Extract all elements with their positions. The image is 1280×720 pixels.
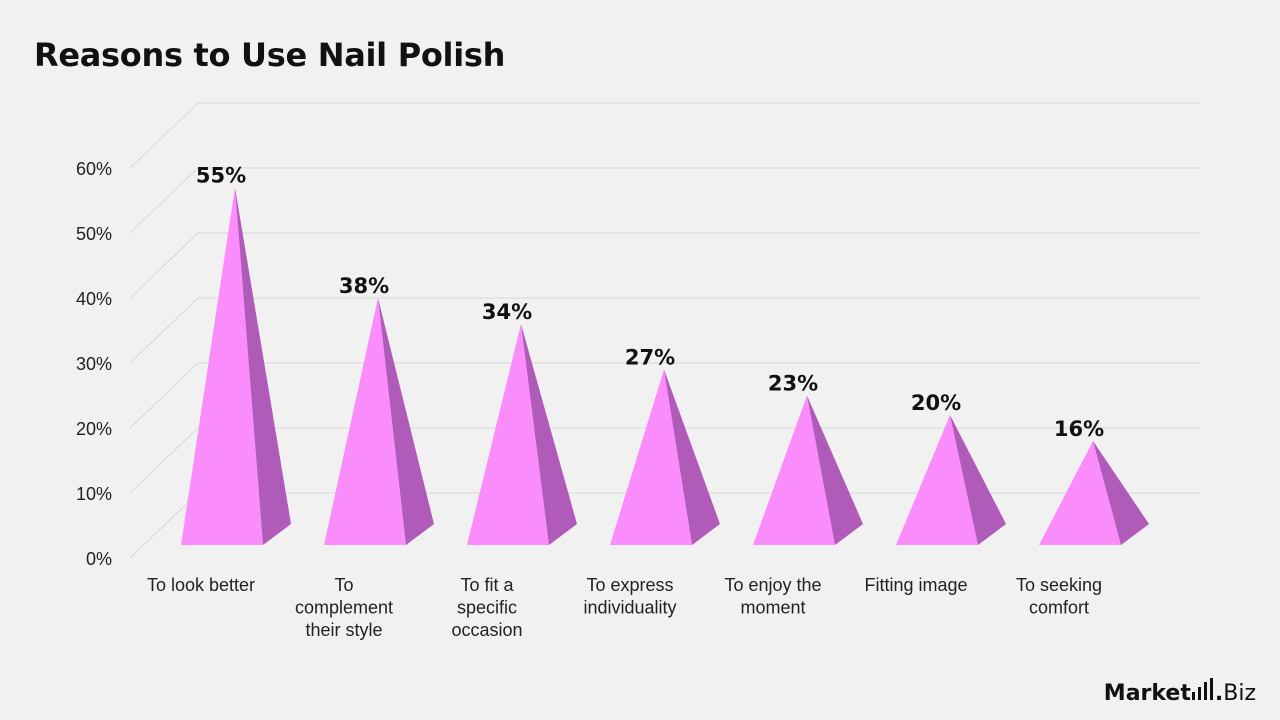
- bar-side-face: [664, 369, 720, 545]
- x-tick-label: individuality: [583, 598, 676, 618]
- marketbiz-logo: Market . Biz: [1104, 678, 1256, 706]
- bar-front-face: [324, 298, 406, 545]
- x-tick-label: Fitting image: [864, 575, 967, 595]
- x-tick-label: To express: [586, 575, 673, 595]
- grid-side-line: [129, 167, 199, 234]
- y-tick-label: 60%: [76, 159, 112, 179]
- bar-front-face: [467, 324, 549, 545]
- bar-front-face: [181, 187, 263, 545]
- bar-side-face: [235, 187, 291, 545]
- bar-front-face: [610, 369, 692, 545]
- grid-side-line: [129, 362, 199, 429]
- bar-side-face: [521, 324, 577, 545]
- data-label: 23%: [768, 372, 818, 396]
- y-tick-label: 30%: [76, 354, 112, 374]
- data-label: 34%: [482, 300, 532, 324]
- data-label: 38%: [339, 274, 389, 298]
- data-label: 55%: [196, 164, 246, 188]
- logo-suffix: Biz: [1223, 681, 1256, 706]
- grid-side-line: [129, 427, 199, 494]
- grid-side-line: [129, 232, 199, 299]
- bar-front-face: [896, 415, 978, 545]
- y-tick-label: 40%: [76, 289, 112, 309]
- bar-side-face: [807, 395, 863, 545]
- y-tick-label: 50%: [76, 224, 112, 244]
- chart-title: Reasons to Use Nail Polish: [34, 36, 506, 74]
- x-tick-label: To: [334, 575, 353, 595]
- x-tick-label: To look better: [147, 575, 255, 595]
- bar-side-face: [378, 298, 434, 545]
- data-label: 16%: [1054, 417, 1104, 441]
- x-tick-label: To seeking: [1016, 575, 1102, 595]
- bar-side-face: [950, 415, 1006, 545]
- x-tick-label: moment: [740, 598, 805, 618]
- logo-main: Market: [1103, 681, 1191, 706]
- data-label: 27%: [625, 346, 675, 370]
- logo-dot: .: [1214, 681, 1224, 706]
- y-tick-label: 10%: [76, 484, 112, 504]
- x-tick-label: specific: [457, 598, 517, 618]
- y-tick-label: 20%: [76, 419, 112, 439]
- x-tick-label: To enjoy the: [724, 575, 821, 595]
- grid-side-line: [129, 492, 199, 559]
- bar-front-face: [753, 395, 835, 545]
- signal-bars-icon: [1191, 678, 1213, 700]
- x-tick-label: complement: [295, 598, 393, 618]
- x-tick-label: their style: [305, 620, 382, 640]
- bar-front-face: [1039, 441, 1121, 545]
- grid-side-line: [129, 102, 199, 169]
- x-tick-label: comfort: [1029, 598, 1089, 618]
- y-tick-label: 0%: [86, 549, 112, 569]
- x-tick-label: To fit a: [460, 575, 514, 595]
- x-tick-label: occasion: [451, 620, 522, 640]
- grid-side-line: [129, 297, 199, 364]
- bar-side-face: [1093, 441, 1149, 545]
- data-label: 20%: [911, 391, 961, 415]
